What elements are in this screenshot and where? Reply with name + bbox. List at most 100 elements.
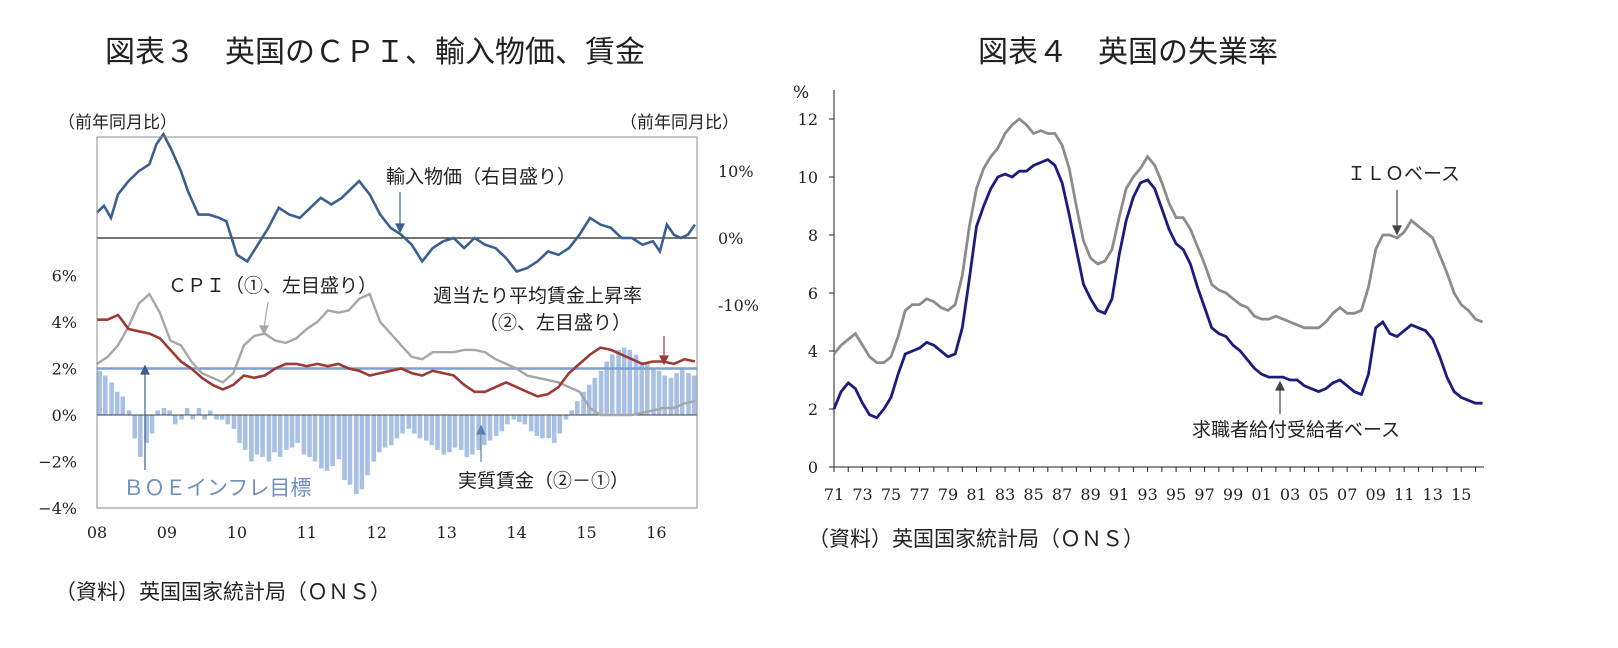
real-wage-bar bbox=[324, 415, 330, 471]
real-wage-bar bbox=[528, 415, 534, 432]
real-wage-bar bbox=[686, 373, 691, 415]
x-tick-label: 09 bbox=[1366, 485, 1386, 504]
real-wage-bar bbox=[231, 415, 237, 429]
real-wage-bar bbox=[586, 384, 592, 415]
y-tick-label: 4 bbox=[808, 342, 818, 361]
chart3-source: （資料）英国国家統計局（ＯＮＳ） bbox=[55, 580, 391, 604]
x-tick-label: 10 bbox=[227, 523, 247, 542]
chart3-tick-labels: 6% 4% 2% 0% −2% −4% 10% 0% -10% 08 09 10 11 12 13 14 15 1… bbox=[38, 162, 759, 542]
x-tick-label: 71 bbox=[824, 485, 844, 504]
x-tick-label: 99 bbox=[1223, 485, 1243, 504]
real-wage-bar bbox=[272, 415, 277, 453]
chart3-real-wage-arrow bbox=[476, 424, 486, 462]
real-wage-bar bbox=[336, 415, 342, 460]
real-wage-bar bbox=[645, 363, 650, 415]
x-tick-label: 89 bbox=[1080, 485, 1100, 504]
real-wage-bar bbox=[429, 415, 435, 446]
real-wage-bar bbox=[242, 415, 248, 450]
chart4-axes bbox=[829, 90, 1484, 472]
chart3-title: 図表３ 英国のＣＰＩ、輸入物価、賃金 bbox=[105, 35, 645, 70]
real-wage-bar bbox=[342, 415, 347, 481]
chart3-wage-annotation-2: （②、左目盛り） bbox=[479, 312, 631, 334]
y-tick-label: 12 bbox=[798, 110, 818, 129]
x-tick-label: 11 bbox=[1394, 485, 1414, 504]
real-wage-bar bbox=[114, 391, 120, 416]
real-wage-bar bbox=[691, 375, 697, 415]
chart4-claimant-arrow bbox=[1275, 380, 1285, 414]
chart3-left-unit: （前年同月比） bbox=[58, 113, 177, 133]
real-wage-bar bbox=[598, 370, 604, 415]
real-wage-bar bbox=[610, 354, 615, 415]
real-wage-bar bbox=[627, 349, 633, 415]
real-wage-bar bbox=[202, 415, 207, 420]
x-tick-label: 08 bbox=[87, 523, 107, 542]
real-wage-bar bbox=[412, 415, 417, 434]
left-y-tick-label: 2% bbox=[52, 360, 77, 379]
real-wage-bar bbox=[679, 368, 685, 415]
x-tick-label: 09 bbox=[157, 523, 177, 542]
right-y-tick-label: -10% bbox=[718, 296, 759, 315]
real-wage-bar bbox=[417, 415, 423, 439]
x-tick-label: 11 bbox=[297, 523, 317, 542]
real-wage-bar bbox=[487, 415, 493, 441]
real-wage-bar bbox=[330, 415, 335, 467]
left-y-tick-label: −2% bbox=[38, 453, 77, 472]
real-wage-bar bbox=[132, 415, 137, 439]
real-wage-bar bbox=[190, 415, 195, 420]
real-wage-bar bbox=[546, 415, 551, 439]
real-wage-bar bbox=[179, 415, 184, 420]
real-wage-bar bbox=[482, 415, 487, 446]
chart4-ilo-arrow bbox=[1392, 190, 1402, 236]
x-tick-label: 13 bbox=[1423, 485, 1443, 504]
chart3-real-wage-bars bbox=[97, 347, 697, 495]
real-wage-bar bbox=[126, 410, 132, 415]
real-wage-bar bbox=[452, 415, 458, 448]
x-tick-label: 13 bbox=[437, 523, 457, 542]
y-tick-label: 10 bbox=[798, 168, 818, 187]
real-wage-bar bbox=[458, 415, 464, 450]
real-wage-bar bbox=[382, 415, 388, 448]
chart3-real-wage-annotation: 実質賃金（②－①） bbox=[458, 470, 629, 492]
real-wage-bar bbox=[668, 377, 674, 415]
real-wage-bar bbox=[575, 401, 580, 415]
chart4-title: 図表４ 英国の失業率 bbox=[978, 35, 1278, 70]
real-wage-bar bbox=[365, 415, 370, 476]
y-tick-label: 2 bbox=[808, 400, 818, 419]
x-tick-label: 79 bbox=[938, 485, 958, 504]
chart3-plot-frame bbox=[96, 136, 698, 509]
real-wage-bar bbox=[499, 415, 505, 432]
real-wage-bar bbox=[138, 415, 143, 457]
real-wage-bar bbox=[389, 415, 394, 446]
real-wage-bar bbox=[371, 415, 377, 462]
left-y-tick-label: −4% bbox=[38, 499, 77, 518]
real-wage-bar bbox=[464, 415, 470, 457]
x-tick-label: 97 bbox=[1194, 485, 1214, 504]
x-tick-label: 87 bbox=[1052, 485, 1072, 504]
chart4-claimant-annotation: 求職者給付受給者ベース bbox=[1192, 419, 1400, 441]
chart4-source: （資料）英国国家統計局（ＯＮＳ） bbox=[808, 527, 1144, 551]
real-wage-bar bbox=[219, 415, 225, 420]
x-tick-label: 91 bbox=[1109, 485, 1129, 504]
chart3-boe-target-label: ＢＯＥインフレ目標 bbox=[123, 476, 311, 500]
real-wage-bar bbox=[674, 373, 679, 415]
x-tick-label: 93 bbox=[1137, 485, 1157, 504]
real-wage-bar bbox=[214, 415, 219, 420]
real-wage-bar bbox=[424, 415, 429, 441]
real-wage-bar bbox=[225, 415, 230, 425]
chart3-wage-annotation-1: 週当たり平均賃金上昇率 bbox=[433, 285, 642, 307]
real-wage-bar bbox=[581, 391, 586, 416]
real-wage-bar bbox=[557, 415, 563, 434]
real-wage-bar bbox=[534, 415, 540, 436]
x-tick-label: 85 bbox=[1023, 485, 1043, 504]
real-wage-bar bbox=[347, 415, 353, 485]
chart3-right-unit: （前年同月比） bbox=[620, 113, 739, 133]
chart4-tick-labels: 0 2 4 6 8 10 12 71 73 75 77 79 81 83 85 87 89 91 93 95 97 99 0… bbox=[798, 110, 1472, 504]
real-wage-bar bbox=[161, 408, 167, 415]
real-wage-bar bbox=[254, 415, 260, 455]
real-wage-bar bbox=[569, 410, 574, 415]
real-wage-bar bbox=[184, 408, 190, 415]
real-wage-bar bbox=[621, 347, 627, 415]
real-wage-bar bbox=[103, 375, 108, 415]
real-wage-bar bbox=[144, 415, 149, 443]
real-wage-bar bbox=[295, 415, 300, 443]
